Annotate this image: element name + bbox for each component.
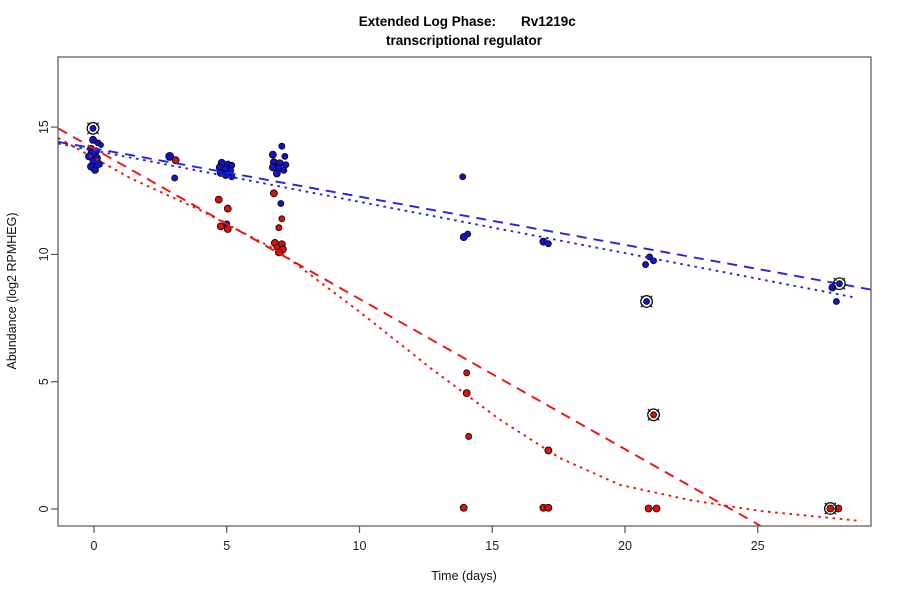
data-point-red	[463, 369, 471, 377]
data-point-red	[644, 504, 653, 513]
data-point-red	[216, 222, 225, 231]
data-point-red	[223, 204, 232, 213]
circled-point-marker	[832, 277, 846, 291]
data-point-blue	[282, 161, 290, 169]
trend-line-red-dotted-curve	[57, 137, 862, 522]
data-point-blue	[278, 142, 286, 150]
data-point-blue	[89, 135, 97, 144]
circled-point-marker	[647, 408, 661, 422]
chart-title-left: Extended Log Phase:	[359, 14, 496, 29]
data-point-blue	[98, 142, 104, 148]
data-point-blue	[95, 160, 103, 168]
plot-frame	[57, 56, 872, 527]
data-point-blue	[280, 166, 288, 174]
data-point-red	[826, 504, 835, 513]
chart-title-right: Rv1219c	[521, 14, 576, 29]
data-point-blue	[277, 200, 285, 207]
x-axis-title: Time (days)	[431, 569, 497, 583]
circled-point-marker	[640, 295, 654, 308]
data-point-red	[834, 504, 843, 513]
data-point-blue	[268, 150, 277, 159]
circled-point-marker	[86, 121, 100, 135]
y-tick-label: 10	[37, 247, 51, 261]
y-axis-title: Abundance (log2 RPMHEG)	[5, 212, 19, 369]
data-point-red	[214, 195, 223, 204]
data-point-red	[465, 433, 473, 440]
x-tick-label: 25	[751, 539, 765, 553]
x-tick-label: 20	[618, 539, 632, 553]
data-point-blue	[272, 169, 281, 178]
trend-line-blue-dotted	[58, 142, 854, 299]
data-point-blue	[85, 152, 93, 161]
y-tick-label: 5	[37, 378, 51, 385]
data-point-blue	[643, 298, 650, 305]
data-point-blue	[459, 233, 468, 241]
data-point-red	[544, 503, 553, 512]
data-point-blue	[459, 173, 467, 181]
x-tick-label: 5	[223, 539, 230, 553]
y-tick-label: 15	[37, 120, 51, 134]
trend-line-red-longdash	[57, 127, 761, 527]
data-point-blue	[281, 152, 289, 160]
data-point-red	[459, 503, 468, 512]
data-point-blue	[165, 151, 175, 161]
data-point-blue	[642, 261, 649, 268]
data-point-blue	[544, 240, 552, 248]
circled-point-marker	[823, 502, 837, 515]
trend-lines-layer	[57, 127, 871, 527]
trend-line-blue-longdash	[58, 140, 871, 291]
data-point-red	[652, 504, 661, 513]
data-point-red	[223, 225, 232, 233]
data-point-red	[269, 189, 278, 198]
x-tick-label: 10	[353, 539, 367, 553]
data-point-blue	[89, 124, 97, 132]
data-point-red	[275, 224, 283, 232]
data-point-red	[462, 389, 471, 398]
data-point-red	[278, 215, 286, 223]
circled-markers-layer	[86, 121, 846, 515]
points-layer	[85, 124, 843, 513]
data-point-blue	[833, 298, 840, 305]
data-point-blue	[91, 165, 99, 174]
chart-subtitle: transcriptional regulator	[386, 33, 543, 48]
data-point-blue	[171, 174, 179, 182]
data-point-red	[650, 411, 657, 419]
x-tick-label: 15	[485, 539, 499, 553]
x-tick-label: 0	[91, 539, 98, 553]
y-tick-label: 0	[37, 505, 51, 512]
